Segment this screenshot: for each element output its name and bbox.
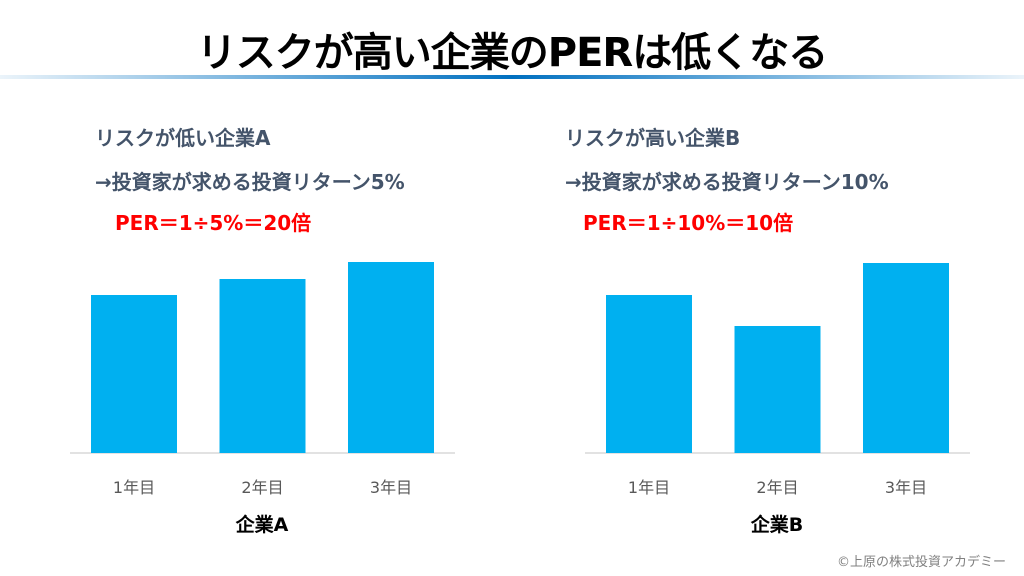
company-b-return: →投資家が求める投資リターン10%: [565, 170, 889, 194]
company-a-heading: リスクが低い企業A: [95, 126, 271, 150]
x-tick-label: 2年目: [241, 478, 283, 497]
company-a-return: →投資家が求める投資リターン5%: [95, 170, 405, 194]
company-a-per: PER＝1÷5%＝20倍: [115, 211, 312, 235]
bar-3年目: [863, 263, 949, 453]
x-tick-label: 3年目: [370, 478, 412, 497]
chart-title: 企業B: [750, 513, 803, 536]
chart-title: 企業A: [235, 513, 289, 536]
x-tick-label: 2年目: [756, 478, 798, 497]
x-tick-label: 1年目: [113, 478, 155, 497]
bar-1年目: [91, 295, 177, 453]
bar-2年目: [219, 279, 306, 453]
company-b-heading: リスクが高い企業B: [565, 126, 741, 150]
company-b-per: PER＝1÷10%＝10倍: [583, 211, 794, 235]
bar-2年目: [734, 326, 821, 453]
title-underline: [0, 75, 1024, 79]
copyright: ©上原の株式投資アカデミー: [836, 555, 1006, 570]
bar-1年目: [606, 295, 692, 453]
x-tick-label: 1年目: [628, 478, 670, 497]
slide-title: リスクが高い企業のPERは低くなる: [196, 30, 828, 76]
bar-3年目: [348, 262, 434, 453]
x-tick-label: 3年目: [885, 478, 927, 497]
